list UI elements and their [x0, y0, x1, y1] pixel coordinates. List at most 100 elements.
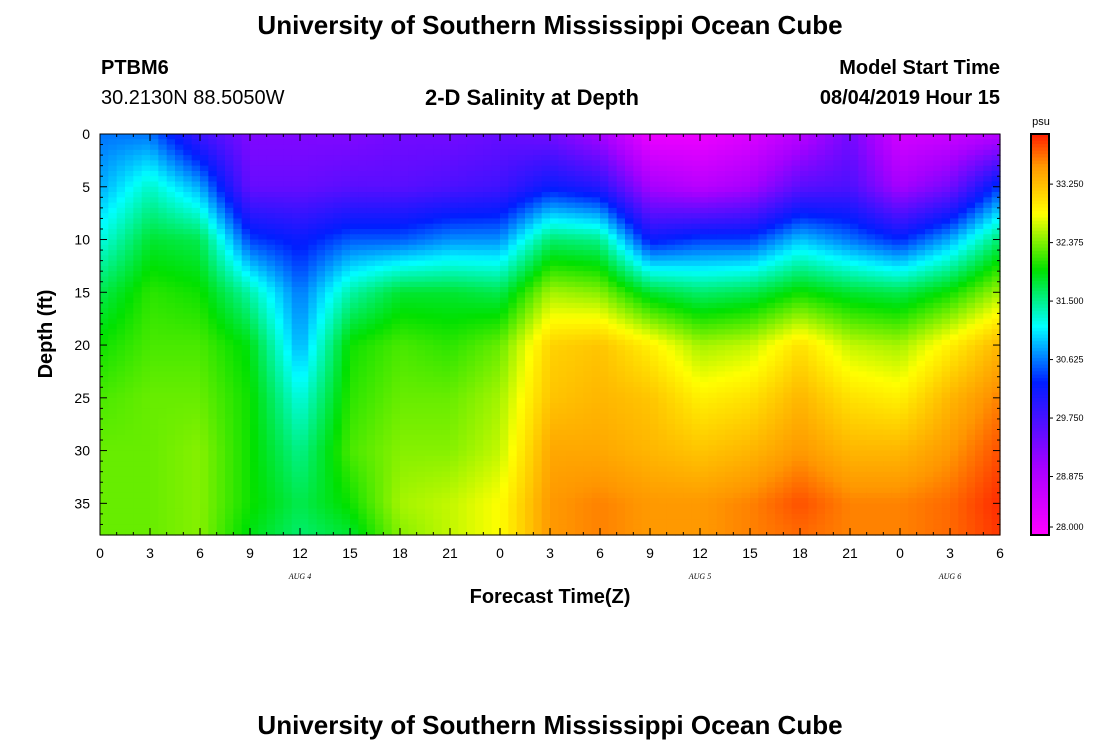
heatmap-cell	[975, 366, 984, 373]
heatmap-cell	[758, 165, 768, 172]
heatmap-cell	[941, 139, 951, 146]
heatmap-cell	[241, 329, 251, 336]
heatmap-cell	[591, 366, 601, 373]
heatmap-cell	[900, 313, 909, 320]
heatmap-cell	[500, 360, 509, 367]
heatmap-cell	[700, 287, 709, 293]
heatmap-cell	[741, 192, 751, 198]
heatmap-cell	[625, 371, 634, 378]
heatmap-cell	[758, 329, 768, 336]
heatmap-cell	[525, 260, 534, 267]
heatmap-cell	[291, 265, 301, 272]
heatmap-cell	[933, 334, 943, 341]
heatmap-cell	[175, 165, 184, 172]
heatmap-cell	[633, 234, 643, 241]
heatmap-cell	[775, 213, 784, 220]
heatmap-cell	[608, 213, 618, 220]
heatmap-cell	[225, 181, 234, 188]
heatmap-cell	[558, 234, 568, 241]
heatmap-cell	[450, 255, 459, 262]
heatmap-cell	[525, 302, 534, 309]
heatmap-cell	[350, 207, 359, 214]
heatmap-cell	[341, 318, 351, 325]
heatmap-cell	[491, 339, 501, 346]
heatmap-cell	[941, 318, 951, 325]
heatmap-cell	[841, 165, 851, 172]
heatmap-cell	[658, 170, 668, 177]
heatmap-cell	[433, 197, 443, 204]
heatmap-cell	[966, 287, 976, 293]
heatmap-cell	[466, 170, 476, 177]
heatmap-cell	[341, 134, 351, 140]
heatmap-cell	[125, 271, 134, 278]
heatmap-cell	[716, 223, 726, 230]
heatmap-cell	[633, 165, 643, 172]
heatmap-cell	[408, 355, 418, 362]
heatmap-cell	[408, 155, 418, 161]
heatmap-cell	[391, 144, 401, 151]
heatmap-cell	[883, 281, 893, 288]
heatmap-cell	[583, 144, 593, 151]
heatmap-cell	[925, 350, 934, 357]
heatmap-cell	[666, 192, 676, 198]
heatmap-cell	[616, 292, 626, 299]
heatmap-cell	[391, 366, 401, 373]
heatmap-cell	[383, 350, 393, 357]
heatmap-cell	[950, 250, 959, 256]
heatmap-cell	[741, 228, 751, 235]
heatmap-cell	[266, 287, 276, 293]
heatmap-cell	[316, 186, 326, 193]
heatmap-cell	[808, 213, 818, 220]
heatmap-cell	[833, 318, 843, 325]
heatmap-cell	[425, 297, 434, 304]
heatmap-cell	[491, 265, 501, 272]
heatmap-cell	[758, 244, 768, 251]
heatmap-cell	[758, 297, 768, 304]
heatmap-cell	[125, 186, 134, 193]
heatmap-cell	[625, 213, 634, 220]
heatmap-cell	[450, 271, 459, 278]
heatmap-cell	[166, 323, 176, 330]
heatmap-cell	[458, 186, 468, 193]
heatmap-cell	[925, 223, 934, 230]
heatmap-cell	[183, 250, 193, 256]
heatmap-cell	[950, 292, 959, 299]
heatmap-cell	[716, 260, 726, 267]
heatmap-cell	[958, 334, 968, 341]
heatmap-cell	[625, 292, 634, 299]
heatmap-cell	[983, 287, 993, 293]
heatmap-cell	[441, 155, 451, 161]
heatmap-cell	[483, 350, 493, 357]
heatmap-cell	[158, 308, 168, 314]
heatmap-cell	[358, 244, 368, 251]
heatmap-cell	[833, 350, 843, 357]
heatmap-cell	[850, 181, 859, 188]
heatmap-cell	[908, 308, 918, 314]
heatmap-cell	[783, 276, 793, 283]
heatmap-cell	[841, 297, 851, 304]
heatmap-cell	[508, 218, 518, 225]
heatmap-cell	[800, 308, 809, 314]
heatmap-cell	[258, 260, 268, 267]
heatmap-cell	[641, 176, 651, 183]
heatmap-cell	[841, 207, 851, 214]
heatmap-cell	[375, 260, 384, 267]
heatmap-cell	[716, 197, 726, 204]
heatmap-cell	[883, 197, 893, 204]
heatmap-cell	[441, 265, 451, 272]
heatmap-cell	[616, 255, 626, 262]
heatmap-cell	[808, 255, 818, 262]
heatmap-cell	[591, 360, 601, 367]
heatmap-cell	[900, 207, 909, 214]
heatmap-cell	[308, 202, 318, 209]
heatmap-cell	[133, 308, 143, 314]
heatmap-cell	[300, 281, 309, 288]
heatmap-cell	[308, 176, 318, 183]
heatmap-cell	[258, 345, 268, 351]
heatmap-cell	[441, 313, 451, 320]
heatmap-cell	[308, 260, 318, 267]
heatmap-cell	[625, 281, 634, 288]
heatmap-cell	[125, 376, 134, 383]
heatmap-cell	[283, 165, 293, 172]
heatmap-cell	[708, 276, 718, 283]
